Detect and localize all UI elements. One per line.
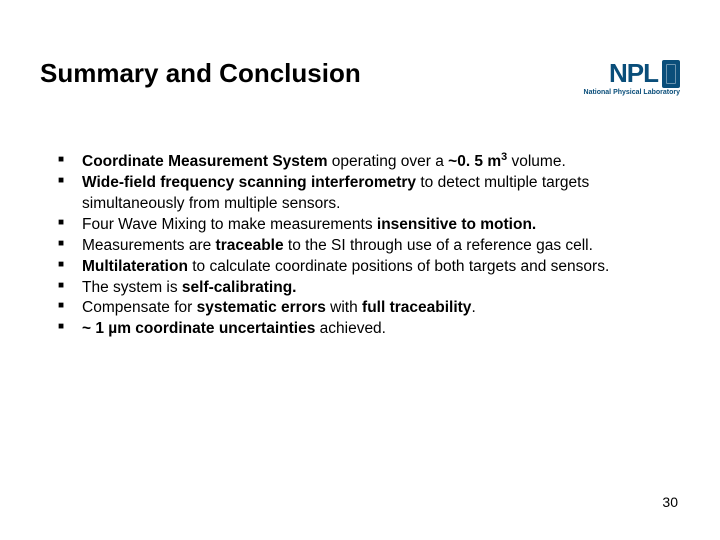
list-item: Multilateration to calculate coordinate … bbox=[58, 257, 680, 278]
list-item: Wide-field frequency scanning interferom… bbox=[58, 173, 680, 215]
logo-text: NPL bbox=[609, 58, 658, 89]
list-item: Measurements are traceable to the SI thr… bbox=[58, 236, 680, 257]
logo-crest-icon bbox=[662, 60, 680, 88]
npl-logo: NPL National Physical Laboratory bbox=[584, 58, 680, 96]
slide-title: Summary and Conclusion bbox=[40, 58, 361, 89]
list-item: Compensate for systematic errors with fu… bbox=[58, 298, 680, 319]
page-number: 30 bbox=[662, 494, 678, 510]
list-item: The system is self-calibrating. bbox=[58, 278, 680, 299]
list-item: ~ 1 µm coordinate uncertainties achieved… bbox=[58, 319, 680, 340]
logo-main: NPL bbox=[609, 58, 680, 89]
slide: Summary and Conclusion NPL National Phys… bbox=[0, 0, 720, 540]
logo-subtitle: National Physical Laboratory bbox=[584, 89, 680, 96]
bullet-list: Coordinate Measurement System operating … bbox=[40, 152, 680, 340]
list-item: Four Wave Mixing to make measurements in… bbox=[58, 215, 680, 236]
slide-header: Summary and Conclusion NPL National Phys… bbox=[40, 58, 680, 96]
list-item: Coordinate Measurement System operating … bbox=[58, 152, 680, 173]
